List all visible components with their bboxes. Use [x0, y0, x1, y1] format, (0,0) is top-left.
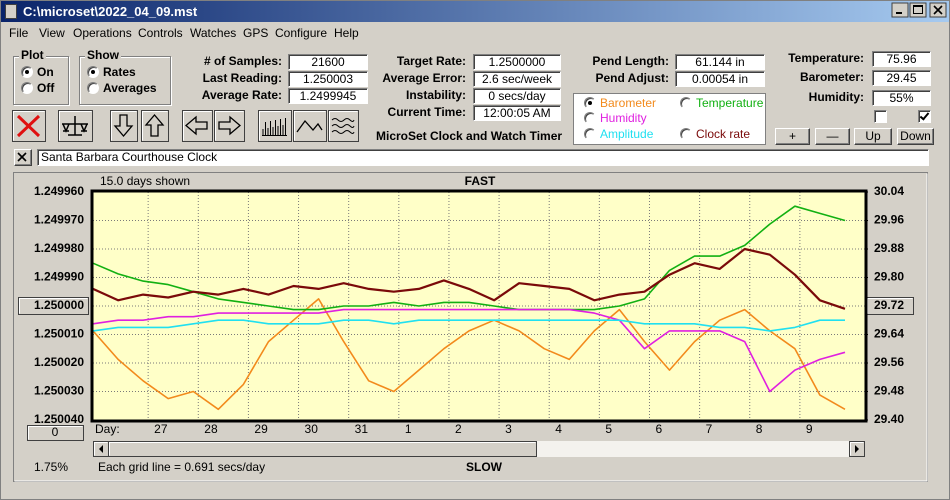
field-label: Current Time:: [387, 105, 466, 119]
legend-label: Clock rate: [696, 127, 751, 141]
legend-label: Amplitude: [600, 127, 654, 141]
checkbox[interactable]: [918, 110, 931, 123]
field-label: Average Rate:: [201, 88, 282, 102]
radio[interactable]: [87, 82, 99, 94]
clear-button[interactable]: [14, 149, 32, 166]
field-value: 0 secs/day: [473, 88, 561, 104]
field-label: Target Rate:: [396, 54, 466, 68]
menu-item[interactable]: GPS: [243, 26, 269, 40]
plot-selector: [573, 93, 766, 145]
field-value: 1.250003: [288, 71, 368, 87]
field-label: Temperature:: [788, 51, 864, 65]
group-title: Plot: [19, 48, 46, 62]
legend-label: Temperature: [696, 96, 764, 110]
legend-radio[interactable]: [584, 97, 596, 109]
field-value: 2.6 sec/week: [473, 71, 561, 87]
group-title: Show: [85, 48, 121, 62]
field-label: Pend Adjust:: [595, 71, 669, 85]
field-value: 21600: [288, 54, 368, 70]
group-box: [79, 56, 171, 105]
window-title: C:\microset\2022_04_09.mst: [23, 4, 198, 19]
radio-label: Rates: [103, 65, 136, 79]
field-label: Last Reading:: [202, 71, 282, 85]
app-title: MicroSet Clock and Watch Timer: [376, 129, 563, 143]
legend-radio[interactable]: [584, 112, 596, 124]
menu-item[interactable]: Help: [334, 26, 359, 40]
app-icon: [5, 4, 17, 19]
field-label: # of Samples:: [203, 54, 282, 68]
radio[interactable]: [87, 66, 99, 78]
menu-item[interactable]: Watches: [190, 26, 237, 40]
field-label: Average Error:: [382, 71, 466, 85]
button[interactable]: —: [815, 128, 850, 145]
clock-name: Santa Barbara Courthouse Clock: [37, 149, 929, 166]
button[interactable]: Down: [897, 128, 934, 145]
field-value: 12:00:05 AM: [473, 105, 561, 121]
radio-label: On: [37, 65, 54, 79]
field-value: 61.144 in: [675, 54, 765, 70]
field-label: Instability:: [405, 88, 466, 102]
field-label: Pend Length:: [592, 54, 669, 68]
radio-label: Off: [37, 81, 55, 95]
checkbox[interactable]: [874, 110, 887, 123]
radio[interactable]: [21, 82, 33, 94]
menu-item[interactable]: Controls: [138, 26, 183, 40]
field-value: 0.00054 in: [675, 71, 765, 87]
radio[interactable]: [21, 66, 33, 78]
button[interactable]: Up: [854, 128, 892, 145]
field-label: Humidity:: [808, 90, 864, 104]
legend-radio[interactable]: [680, 128, 692, 140]
field-value: 1.2499945: [288, 88, 368, 104]
legend-radio[interactable]: [680, 97, 692, 109]
legend-label: Humidity: [600, 111, 647, 125]
field-label: Barometer:: [799, 70, 864, 84]
legend-radio[interactable]: [584, 128, 596, 140]
menu-item[interactable]: Configure: [275, 26, 328, 40]
field-value: 55%: [872, 90, 931, 106]
field-value: 1.2500000: [473, 54, 561, 70]
field-value: 29.45: [872, 70, 931, 86]
menu-item[interactable]: Operations: [73, 26, 132, 40]
field-value: 75.96: [872, 51, 931, 67]
title-bar: C:\microset\2022_04_09.mst: [1, 1, 949, 22]
legend-label: Barometer: [600, 96, 657, 110]
radio-label: Averages: [103, 81, 157, 95]
menu-item[interactable]: File: [9, 26, 29, 40]
button[interactable]: +: [775, 128, 810, 145]
menu-item[interactable]: View: [39, 26, 65, 40]
